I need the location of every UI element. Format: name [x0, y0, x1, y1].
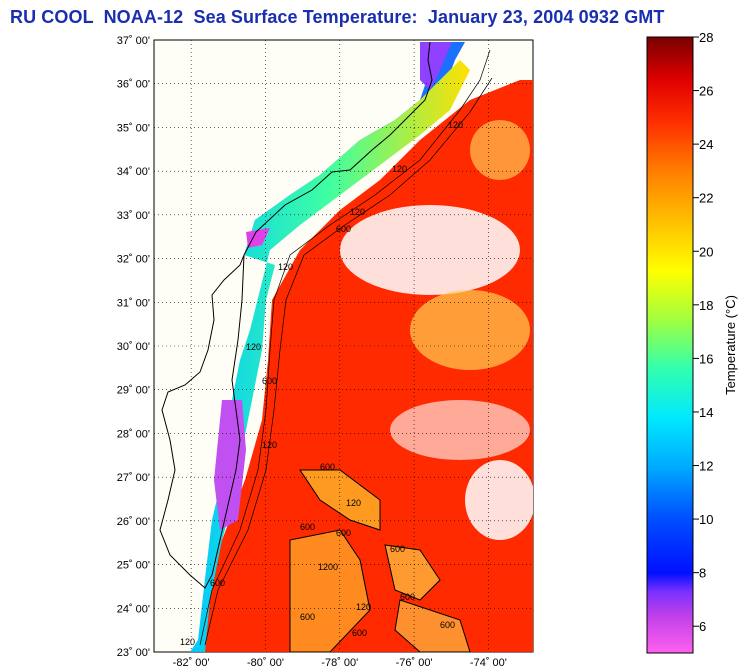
contour-label: 600 [300, 612, 315, 622]
contour-label: 600 [336, 528, 351, 538]
colorbar [646, 36, 694, 654]
colorbar-tick-label: 24 [699, 137, 713, 152]
longitude-label: -78˚ 00' [321, 657, 358, 669]
colorbar-title: Temperature (°C) [723, 295, 738, 395]
contour-label: 600 [390, 544, 405, 554]
longitude-labels: -82˚ 00' -80˚ 00' -78˚ 00' -76˚ 00' -74˚ 00' [173, 657, 507, 669]
latitude-label: 32˚ 00' [117, 254, 150, 266]
bahamas-bank [289, 529, 371, 652]
map-title: RU COOL NOAA-12 Sea Surface Temperature:… [10, 7, 665, 27]
bahamas-bank [394, 599, 471, 652]
longitude-label: -76˚ 00' [396, 657, 433, 669]
latitude-label: 25˚ 00' [117, 560, 150, 572]
colorbar-tick-label: 28 [699, 30, 713, 45]
florida-coastline [159, 254, 245, 589]
latitude-label: 24˚ 00' [117, 603, 150, 615]
contour-label: 120 [262, 440, 277, 450]
contour-label: 600 [352, 628, 367, 638]
colorbar-tick-label: 10 [699, 512, 713, 527]
latitude-label: 33˚ 00' [117, 210, 150, 222]
cloud-patch [390, 400, 530, 460]
contour-label: 120 [246, 342, 261, 352]
contour-label: 600 [300, 522, 315, 532]
longitude-label: -80˚ 00' [247, 657, 284, 669]
colorbar-tick-label: 20 [699, 244, 713, 259]
latitude-label: 37˚ 00' [117, 35, 150, 47]
contour-label: 600 [400, 592, 415, 602]
contour-label: 600 [440, 620, 455, 630]
contour-label: 120 [278, 262, 293, 272]
latitude-label: 31˚ 00' [117, 297, 150, 309]
contour-label: 1200 [318, 562, 338, 572]
colorbar-tick-label: 18 [699, 298, 713, 313]
cloud-patch [340, 205, 520, 295]
contour-label: 600 [336, 224, 351, 234]
cold-water-patch [246, 228, 270, 248]
cloud-patch [465, 460, 533, 540]
contour-label: 120 [180, 637, 195, 647]
latitude-label: 35˚ 00' [117, 122, 150, 134]
latitude-label: 30˚ 00' [117, 341, 150, 353]
sst-field [159, 41, 533, 652]
contour-labels: 120 120 120 120 600 120 120 600 600 120 600 600 600 1… [180, 120, 463, 647]
colorbar-tick-label: 14 [699, 405, 713, 420]
latitude-label: 34˚ 00' [117, 166, 150, 178]
cloud-patch [470, 120, 530, 180]
colorbar-tick-label: 8 [699, 566, 706, 581]
contour-label: 600 [262, 376, 277, 386]
latitude-label: 26˚ 00' [117, 516, 150, 528]
latitude-label: 23˚ 00' [117, 647, 150, 659]
latitude-label: 27˚ 00' [117, 472, 150, 484]
isobath-contour [199, 49, 491, 646]
shelf-transition-water [190, 60, 470, 652]
colorbar-tick-label: 6 [699, 619, 706, 634]
colorbar-tick-label: 26 [699, 84, 713, 99]
colorbar-ticks: 28 26 24 22 20 18 16 14 12 10 8 6 [693, 30, 713, 634]
latitude-labels: 37˚ 00' 36˚ 00' 35˚ 00' 34˚ 00' 33˚ 00' 32˚ 0… [117, 35, 150, 659]
contour-label: 120 [350, 207, 365, 217]
contour-label: 120 [346, 498, 361, 508]
latitude-label: 28˚ 00' [117, 428, 150, 440]
contour-label: 120 [356, 602, 371, 612]
cold-water-patch [420, 42, 452, 90]
contour-label: 600 [320, 462, 335, 472]
colorbar-tick-label: 22 [699, 191, 713, 206]
latitude-label: 29˚ 00' [117, 385, 150, 397]
latitude-label: 36˚ 00' [117, 79, 150, 91]
isobath-contour [204, 77, 493, 646]
longitude-label: -82˚ 00' [173, 657, 210, 669]
cloud-patch [410, 290, 530, 370]
cold-water-patch [214, 400, 246, 530]
contour-label: 600 [210, 578, 225, 588]
carolina-coastline [243, 41, 433, 256]
colorbar-tick-label: 16 [699, 351, 713, 366]
contour-label: 120 [448, 120, 463, 130]
bahamas-bank [384, 544, 441, 601]
colorbar-tick-label: 12 [699, 459, 713, 474]
longitude-label: -74˚ 00' [470, 657, 507, 669]
contour-label: 120 [392, 164, 407, 174]
